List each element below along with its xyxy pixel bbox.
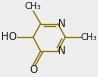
Text: N: N xyxy=(58,46,66,56)
Text: O: O xyxy=(29,65,37,75)
Text: N: N xyxy=(58,19,66,29)
Text: CH₃: CH₃ xyxy=(25,2,42,11)
Text: CH₃: CH₃ xyxy=(81,33,97,42)
Text: HO: HO xyxy=(1,32,17,42)
